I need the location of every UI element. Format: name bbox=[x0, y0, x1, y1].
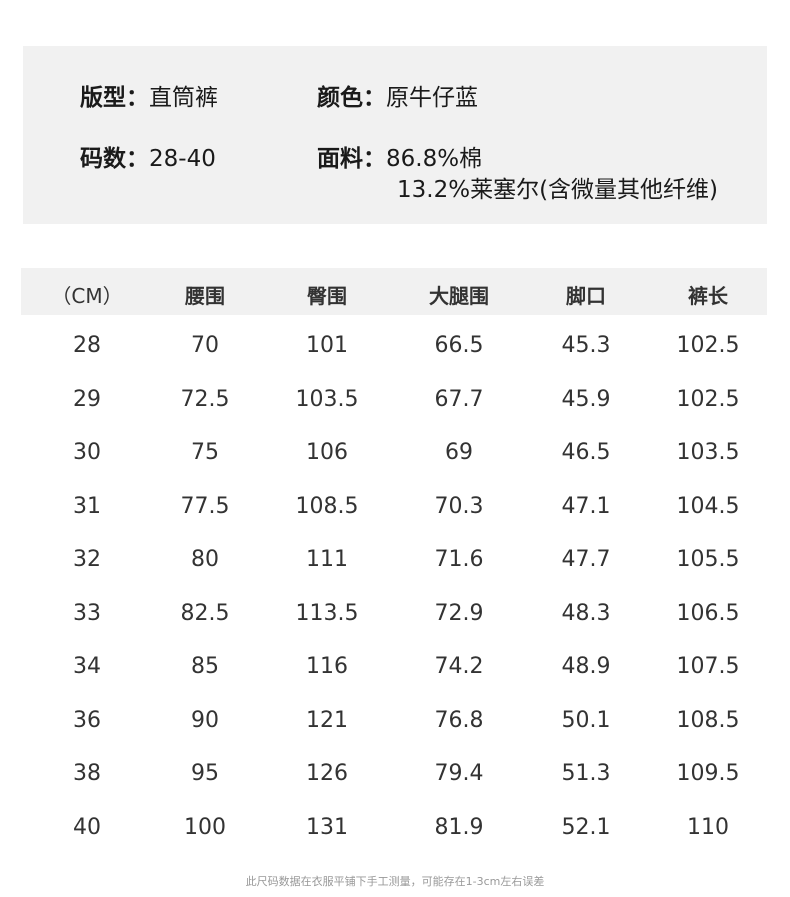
table-cell: 85 bbox=[191, 654, 219, 679]
table-cell: 110 bbox=[687, 814, 729, 840]
table-row: 28 70 101 66.5 45.3 102.5 bbox=[0, 333, 790, 373]
table-cell: 102.5 bbox=[676, 386, 740, 412]
table-cell: 47.1 bbox=[561, 493, 611, 519]
table-cell: 116 bbox=[306, 654, 348, 679]
table-cell: 102.5 bbox=[676, 333, 740, 358]
table-cell: 72.9 bbox=[434, 600, 484, 626]
table-cell: 47.7 bbox=[561, 547, 611, 572]
size-field: 码数：28-40 bbox=[80, 144, 216, 175]
table-row: 30 75 106 69 46.5 103.5 bbox=[0, 440, 790, 480]
table-cell: 103.5 bbox=[676, 440, 740, 465]
table-cell: 29 bbox=[73, 386, 101, 412]
table-row: 32 80 111 71.6 47.7 105.5 bbox=[0, 547, 790, 587]
table-cell: 28 bbox=[73, 333, 101, 358]
size-table-header: （CM） 腰围 臀围 大腿围 脚口 裤长 bbox=[21, 268, 767, 315]
table-cell: 38 bbox=[73, 761, 101, 786]
table-cell: 103.5 bbox=[295, 386, 359, 412]
header-cell: 腰围 bbox=[185, 284, 225, 308]
table-cell: 70 bbox=[191, 333, 219, 358]
color-label: 颜色： bbox=[317, 85, 386, 111]
table-cell: 108.5 bbox=[295, 493, 359, 519]
table-cell: 79.4 bbox=[434, 761, 484, 786]
table-cell: 71.6 bbox=[434, 547, 484, 572]
table-cell: 48.9 bbox=[561, 654, 611, 679]
table-cell: 76.8 bbox=[434, 707, 484, 733]
table-cell: 30 bbox=[73, 440, 101, 465]
color-field: 颜色：原牛仔蓝 bbox=[317, 83, 478, 114]
table-cell: 104.5 bbox=[676, 493, 740, 519]
table-cell: 32 bbox=[73, 547, 101, 572]
table-cell: 69 bbox=[445, 440, 473, 465]
table-row: 31 77.5 108.5 70.3 47.1 104.5 bbox=[0, 494, 790, 534]
table-cell: 72.5 bbox=[180, 386, 230, 412]
table-cell: 33 bbox=[73, 600, 101, 626]
table-cell: 31 bbox=[73, 493, 101, 519]
table-cell: 40 bbox=[73, 814, 101, 840]
table-cell: 80 bbox=[191, 547, 219, 572]
table-cell: 82.5 bbox=[180, 600, 230, 626]
table-cell: 45.3 bbox=[561, 333, 611, 358]
fabric-field: 面料：86.8%棉 13.2%莱塞尔(含微量其他纤维) bbox=[317, 144, 718, 206]
table-cell: 51.3 bbox=[561, 761, 611, 786]
header-cell: （CM） bbox=[51, 284, 123, 308]
table-row: 29 72.5 103.5 67.7 45.9 102.5 bbox=[0, 387, 790, 427]
fabric-label: 面料： bbox=[317, 146, 386, 172]
header-cell: 裤长 bbox=[688, 284, 728, 308]
product-info-panel: 版型：直筒裤 颜色：原牛仔蓝 码数：28-40 面料：86.8%棉 13.2%莱塞… bbox=[23, 46, 767, 224]
size-value: 28-40 bbox=[149, 146, 216, 172]
table-cell: 100 bbox=[184, 814, 226, 840]
table-row: 33 82.5 113.5 72.9 48.3 106.5 bbox=[0, 601, 790, 641]
table-row: 40 100 131 81.9 52.1 110 bbox=[0, 815, 790, 855]
table-cell: 90 bbox=[191, 707, 219, 733]
table-cell: 105.5 bbox=[676, 547, 740, 572]
table-cell: 81.9 bbox=[434, 814, 484, 840]
table-cell: 34 bbox=[73, 654, 101, 679]
fabric-line2: 13.2%莱塞尔(含微量其他纤维) bbox=[397, 177, 719, 203]
table-cell: 106 bbox=[306, 440, 348, 465]
measurement-note: 此尺码数据在衣服平铺下手工测量，可能存在1-3cm左右误差 bbox=[245, 875, 545, 888]
color-value: 原牛仔蓝 bbox=[386, 85, 478, 111]
table-cell: 126 bbox=[306, 761, 348, 786]
table-cell: 52.1 bbox=[561, 814, 611, 840]
table-cell: 113.5 bbox=[295, 600, 359, 626]
table-cell: 106.5 bbox=[676, 600, 740, 626]
header-cell: 臀围 bbox=[307, 284, 347, 308]
style-value: 直筒裤 bbox=[149, 85, 218, 111]
style-field: 版型：直筒裤 bbox=[80, 83, 218, 114]
table-cell: 67.7 bbox=[434, 386, 484, 412]
style-label: 版型： bbox=[80, 85, 149, 111]
header-cell: 大腿围 bbox=[429, 284, 489, 308]
table-row: 34 85 116 74.2 48.9 107.5 bbox=[0, 654, 790, 694]
table-cell: 66.5 bbox=[434, 333, 484, 358]
table-cell: 77.5 bbox=[180, 493, 230, 519]
table-cell: 70.3 bbox=[434, 493, 484, 519]
table-cell: 131 bbox=[306, 814, 348, 840]
table-cell: 48.3 bbox=[561, 600, 611, 626]
table-row: 38 95 126 79.4 51.3 109.5 bbox=[0, 761, 790, 801]
table-cell: 36 bbox=[73, 707, 101, 733]
fabric-line1: 86.8%棉 bbox=[386, 146, 483, 172]
table-cell: 107.5 bbox=[676, 654, 740, 679]
table-cell: 46.5 bbox=[561, 440, 611, 465]
table-cell: 45.9 bbox=[561, 386, 611, 412]
header-cell: 脚口 bbox=[566, 284, 606, 308]
table-cell: 101 bbox=[306, 333, 348, 358]
table-cell: 95 bbox=[191, 761, 219, 786]
table-cell: 50.1 bbox=[561, 707, 611, 733]
table-cell: 108.5 bbox=[676, 707, 740, 733]
table-cell: 109.5 bbox=[676, 761, 740, 786]
table-cell: 75 bbox=[191, 440, 219, 465]
table-cell: 121 bbox=[306, 707, 348, 733]
table-cell: 111 bbox=[306, 547, 348, 572]
table-cell: 74.2 bbox=[434, 654, 484, 679]
table-row: 36 90 121 76.8 50.1 108.5 bbox=[0, 708, 790, 748]
size-label: 码数： bbox=[80, 146, 149, 172]
